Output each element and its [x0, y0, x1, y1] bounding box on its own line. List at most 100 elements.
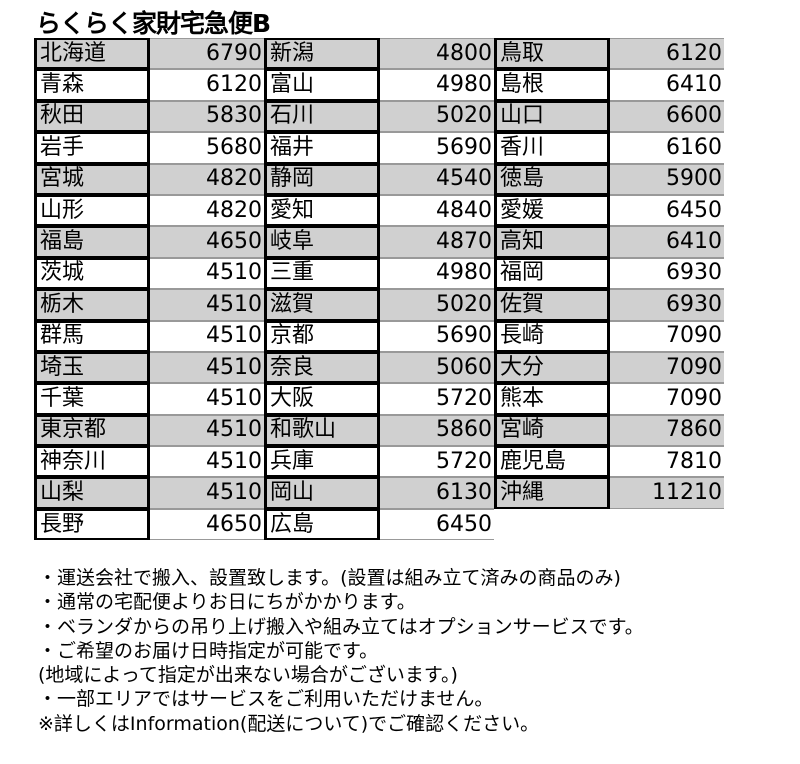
table-row: 静岡 4540	[264, 163, 494, 195]
table-row: 和歌山 5860	[264, 414, 494, 447]
prefecture-cell: 京都	[264, 320, 380, 352]
table-row: 岐阜 4870	[264, 226, 494, 258]
price-cell: 5830	[150, 100, 264, 133]
table-row: 長野 4650	[34, 508, 264, 541]
price-cell: 4980	[380, 257, 494, 290]
prefecture-cell: 滋賀	[264, 289, 380, 321]
price-cell: 5720	[380, 383, 494, 415]
price-cell: 5900	[610, 163, 724, 195]
table-row: 千葉 4510	[34, 383, 264, 415]
prefecture-cell: 岩手	[34, 132, 150, 164]
prefecture-cell: 群馬	[34, 320, 150, 352]
prefecture-cell: 埼玉	[34, 351, 150, 384]
shipping-rate-table: 北海道 6790 青森 6120 秋田 5830 岩手 5680 宮城 4820 山形 4820 福島 4…	[34, 38, 724, 541]
price-cell: 11210	[610, 477, 724, 509]
prefecture-cell: 山口	[494, 100, 610, 133]
table-row: 鳥取 6120	[494, 38, 724, 70]
table-column-group: 鳥取 6120 島根 6410 山口 6600 香川 6160 徳島 5900 愛媛 6450 高知 64…	[494, 38, 724, 540]
table-row: 青森 6120	[34, 69, 264, 101]
price-cell: 7090	[610, 351, 724, 384]
note-line: ・ご希望のお届け日時指定が可能です。	[38, 639, 379, 662]
table-row: 岩手 5680	[34, 132, 264, 164]
price-cell: 6450	[380, 508, 494, 541]
table-row: 佐賀 6930	[494, 289, 724, 321]
notes: ・運送会社で搬入、設置致します。(設置は組み立て済みの商品のみ) ・通常の宅配便よ…	[38, 566, 644, 736]
price-cell: 5720	[380, 446, 494, 478]
prefecture-cell: 香川	[494, 132, 610, 164]
price-cell: 4510	[150, 446, 264, 478]
prefecture-cell: 愛媛	[494, 194, 610, 227]
price-cell: 4510	[150, 414, 264, 447]
table-row: 広島 6450	[264, 508, 494, 541]
price-cell: 5020	[380, 289, 494, 321]
prefecture-cell: 佐賀	[494, 289, 610, 321]
table-row: 山形 4820	[34, 194, 264, 227]
table-row: 新潟 4800	[264, 38, 494, 70]
price-cell: 4510	[150, 289, 264, 321]
prefecture-cell: 奈良	[264, 351, 380, 384]
page-title: らくらく家財宅急便B	[36, 9, 271, 38]
price-cell: 4510	[150, 257, 264, 290]
prefecture-cell: 鳥取	[494, 38, 610, 70]
table-row: 埼玉 4510	[34, 351, 264, 384]
prefecture-cell: 千葉	[34, 383, 150, 415]
prefecture-cell: 徳島	[494, 163, 610, 195]
price-cell: 6120	[610, 38, 724, 70]
table-row: 秋田 5830	[34, 100, 264, 133]
prefecture-cell: 鹿児島	[494, 446, 610, 478]
prefecture-cell: 神奈川	[34, 446, 150, 478]
price-cell: 7090	[610, 383, 724, 415]
table-row: 大阪 5720	[264, 383, 494, 415]
price-cell: 7810	[610, 446, 724, 478]
prefecture-cell: 長崎	[494, 320, 610, 352]
table-row: 大分 7090	[494, 351, 724, 384]
prefecture-cell: 岐阜	[264, 226, 380, 258]
table-row: 岡山 6130	[264, 477, 494, 509]
prefecture-cell: 沖縄	[494, 477, 610, 509]
prefecture-cell: 兵庫	[264, 446, 380, 478]
price-cell: 4820	[150, 194, 264, 227]
note-line: ・運送会社で搬入、設置致します。(設置は組み立て済みの商品のみ)	[38, 567, 621, 589]
table-row: 山梨 4510	[34, 477, 264, 509]
prefecture-cell: 広島	[264, 508, 380, 541]
table-row: 京都 5690	[264, 320, 494, 352]
price-cell: 5690	[380, 132, 494, 164]
note-line: ※詳しくはInformation(配送について)でご確認ください。	[38, 712, 540, 735]
table-row: 沖縄 11210	[494, 477, 724, 509]
price-cell: 4540	[380, 163, 494, 195]
table-row: 宮崎 7860	[494, 414, 724, 447]
table-row: 高知 6410	[494, 226, 724, 258]
table-row: 山口 6600	[494, 100, 724, 133]
price-cell: 4510	[150, 320, 264, 352]
price-cell: 7860	[610, 414, 724, 447]
price-cell: 4650	[150, 508, 264, 541]
table-row: 長崎 7090	[494, 320, 724, 352]
table-row: 神奈川 4510	[34, 446, 264, 478]
table-row: 福岡 6930	[494, 257, 724, 290]
price-cell: 4650	[150, 226, 264, 258]
price-cell: 4510	[150, 477, 264, 509]
prefecture-cell: 富山	[264, 69, 380, 101]
table-row: 奈良 5060	[264, 351, 494, 384]
price-cell: 5690	[380, 320, 494, 352]
price-cell: 6410	[610, 69, 724, 101]
table-row: 愛媛 6450	[494, 194, 724, 227]
prefecture-cell: 石川	[264, 100, 380, 133]
prefecture-cell: 三重	[264, 257, 380, 290]
prefecture-cell: 和歌山	[264, 414, 380, 447]
prefecture-cell: 北海道	[34, 38, 150, 70]
prefecture-cell: 高知	[494, 226, 610, 258]
table-column-group: 北海道 6790 青森 6120 秋田 5830 岩手 5680 宮城 4820 山形 4820 福島 4…	[34, 38, 264, 541]
price-cell: 6600	[610, 100, 724, 133]
note-line: (地域によって指定が出来ない場合がございます。)	[38, 664, 458, 687]
price-cell: 4840	[380, 194, 494, 227]
table-row: 三重 4980	[264, 257, 494, 290]
note-line: ・ベランダからの吊り上げ搬入や組み立てはオプションサービスです。	[38, 615, 644, 638]
price-cell: 4510	[150, 351, 264, 384]
table-row: 香川 6160	[494, 132, 724, 164]
prefecture-cell: 茨城	[34, 257, 150, 290]
table-row: 兵庫 5720	[264, 446, 494, 478]
prefecture-cell: 秋田	[34, 100, 150, 133]
price-cell: 4980	[380, 69, 494, 101]
note-line: ・通常の宅配便よりお日にちがかかります。	[38, 591, 416, 614]
